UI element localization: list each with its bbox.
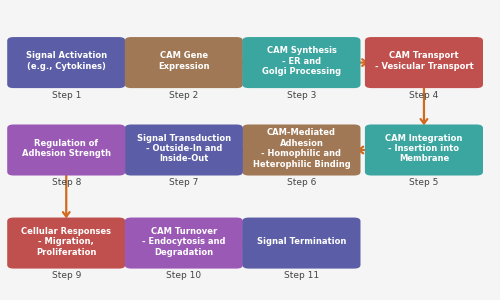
Text: Step 8: Step 8 bbox=[52, 178, 81, 187]
FancyBboxPatch shape bbox=[242, 124, 360, 176]
FancyBboxPatch shape bbox=[242, 218, 360, 268]
FancyBboxPatch shape bbox=[125, 218, 243, 268]
FancyBboxPatch shape bbox=[365, 124, 483, 176]
Text: Signal Activation
(e.g., Cytokines): Signal Activation (e.g., Cytokines) bbox=[26, 52, 107, 71]
Text: Signal Termination: Signal Termination bbox=[257, 237, 346, 246]
FancyBboxPatch shape bbox=[7, 218, 126, 268]
Text: Cellular Responses
- Migration,
Proliferation: Cellular Responses - Migration, Prolifer… bbox=[21, 227, 111, 256]
Text: CAM Integration
- Insertion into
Membrane: CAM Integration - Insertion into Membran… bbox=[386, 134, 462, 164]
Text: CAM Synthesis
- ER and
Golgi Processing: CAM Synthesis - ER and Golgi Processing bbox=[262, 46, 341, 76]
Text: CAM Gene
Expression: CAM Gene Expression bbox=[158, 52, 210, 71]
Text: Step 9: Step 9 bbox=[52, 271, 81, 280]
Text: CAM Transport
- Vesicular Transport: CAM Transport - Vesicular Transport bbox=[374, 52, 474, 71]
Text: Step 11: Step 11 bbox=[284, 271, 319, 280]
Text: Step 10: Step 10 bbox=[166, 271, 202, 280]
Text: Step 5: Step 5 bbox=[410, 178, 438, 187]
FancyBboxPatch shape bbox=[7, 37, 126, 88]
Text: Signal Transduction
- Outside-In and
Inside-Out: Signal Transduction - Outside-In and Ins… bbox=[137, 134, 231, 164]
Text: Step 4: Step 4 bbox=[410, 91, 438, 100]
Text: CAM-Mediated
Adhesion
- Homophilic and
Heterophilic Binding: CAM-Mediated Adhesion - Homophilic and H… bbox=[252, 128, 350, 169]
FancyBboxPatch shape bbox=[242, 37, 360, 88]
Text: Step 6: Step 6 bbox=[287, 178, 316, 187]
FancyBboxPatch shape bbox=[7, 124, 126, 176]
Text: Step 3: Step 3 bbox=[287, 91, 316, 100]
FancyBboxPatch shape bbox=[125, 124, 243, 176]
Text: Step 1: Step 1 bbox=[52, 91, 81, 100]
Text: Regulation of
Adhesion Strength: Regulation of Adhesion Strength bbox=[22, 139, 111, 158]
Text: Step 7: Step 7 bbox=[169, 178, 198, 187]
Text: Step 2: Step 2 bbox=[169, 91, 198, 100]
FancyBboxPatch shape bbox=[365, 37, 483, 88]
Text: CAM Turnover
- Endocytosis and
Degradation: CAM Turnover - Endocytosis and Degradati… bbox=[142, 227, 226, 256]
FancyBboxPatch shape bbox=[125, 37, 243, 88]
